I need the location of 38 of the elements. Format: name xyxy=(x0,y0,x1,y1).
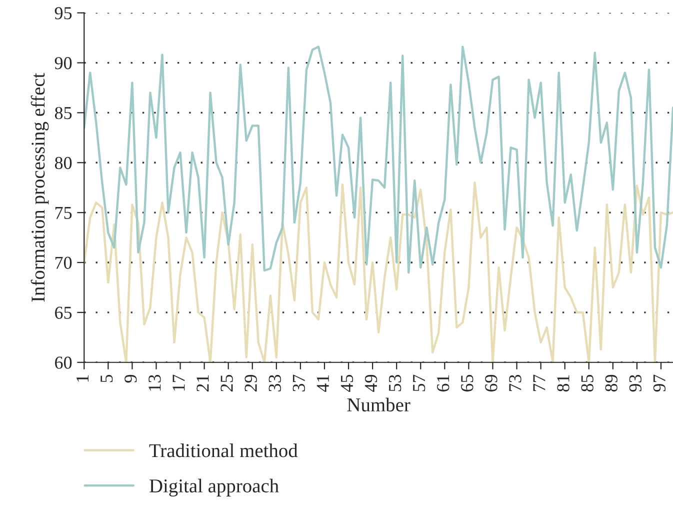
y-tick-label: 95 xyxy=(54,7,72,20)
line-series xyxy=(84,46,673,274)
legend-label: Traditional method xyxy=(149,444,298,458)
legend-label: Digital approach xyxy=(150,478,279,496)
x-tick-label: 85 xyxy=(581,374,594,392)
x-tick-label: 77 xyxy=(533,374,546,392)
x-tick-label: 69 xyxy=(485,374,498,392)
x-tick-label: 33 xyxy=(268,374,281,392)
y-tick-label: 90 xyxy=(54,57,72,70)
x-tick-label: 17 xyxy=(172,374,185,391)
x-tick-label: 93 xyxy=(629,374,642,392)
x-axis-title: Number xyxy=(347,398,410,412)
x-tick-label: 97 xyxy=(653,374,666,392)
x-tick-label: 89 xyxy=(605,374,618,392)
y-tick-label: 75 xyxy=(55,207,72,220)
y-tick-label: 65 xyxy=(55,306,72,319)
x-tick-label: 41 xyxy=(316,375,329,392)
x-tick-label: 45 xyxy=(340,374,354,392)
x-tick-label: 61 xyxy=(437,375,450,392)
x-tick-label: 5 xyxy=(100,374,113,382)
y-tick-label: 85 xyxy=(54,106,72,120)
x-tick-label: 1 xyxy=(76,375,88,382)
y-axis-title: Information processing effect xyxy=(30,72,49,302)
x-tick-label: 37 xyxy=(292,374,305,392)
x-tick-label: 29 xyxy=(244,374,257,392)
x-tick-label: 73 xyxy=(509,374,522,392)
y-tick-label: 60 xyxy=(55,356,72,369)
x-tick-label: 81 xyxy=(557,375,570,392)
x-tick-label: 21 xyxy=(196,375,209,392)
y-tick-label: 80 xyxy=(54,156,72,170)
x-tick-label: 57 xyxy=(413,374,426,392)
x-tick-label: 9 xyxy=(124,374,137,383)
y-tick-label: 70 xyxy=(55,256,72,269)
x-tick-label: 65 xyxy=(461,374,474,392)
x-tick-label: 53 xyxy=(388,374,402,392)
x-tick-label: 49 xyxy=(364,374,378,392)
x-tick-label: 13 xyxy=(148,374,161,391)
x-tick-label: 25 xyxy=(220,374,233,392)
